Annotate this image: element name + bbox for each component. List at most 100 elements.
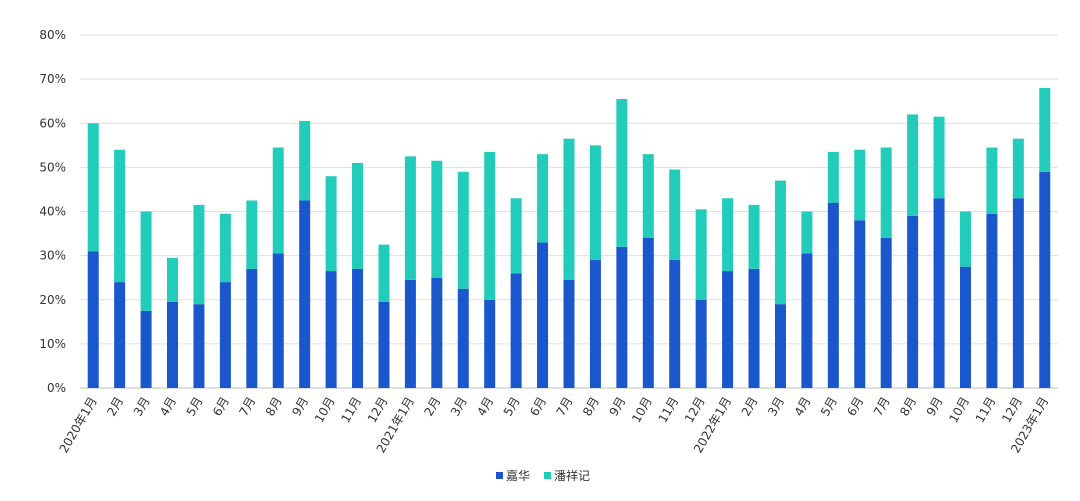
bar-series2 (563, 138, 575, 280)
bar-series1 (1039, 171, 1051, 388)
x-tick-label: 7月 (236, 395, 258, 419)
bar-series2 (457, 171, 469, 289)
bar-series2 (669, 169, 681, 261)
x-tick-label: 3月 (131, 395, 153, 419)
bar-series2 (537, 154, 549, 243)
bar-series1 (299, 200, 311, 388)
bar-series2 (325, 176, 337, 272)
bar-series2 (827, 151, 839, 203)
bar-series2 (378, 244, 390, 302)
bar-series1 (167, 301, 179, 388)
bar-series2 (933, 116, 945, 199)
x-tick-label: 6月 (844, 395, 866, 419)
bar-series2 (748, 204, 760, 269)
bar-series1 (616, 246, 628, 388)
bar-series2 (431, 160, 443, 278)
bar-series1 (642, 237, 654, 388)
x-tick-label: 6月 (527, 395, 549, 419)
bar-series2 (1012, 138, 1024, 199)
bar-series2 (140, 211, 152, 311)
bar-series1 (563, 279, 575, 388)
y-tick-label: 10% (39, 337, 66, 351)
legend: 嘉华 潘祥记 (496, 469, 590, 483)
x-tick-label: 12月 (365, 395, 391, 426)
x-tick-label: 5月 (818, 395, 840, 419)
bar-series1 (669, 260, 681, 388)
bar-series2 (616, 98, 628, 247)
bar-series2 (114, 149, 126, 283)
legend-swatch (496, 472, 503, 479)
x-tick-label: 11月 (338, 395, 364, 426)
x-tick-label: 9月 (607, 395, 629, 419)
bar-series2 (193, 204, 205, 305)
bar-series2 (272, 147, 284, 254)
bar-series2 (219, 213, 231, 283)
bar-series1 (510, 273, 522, 388)
bar-series2 (722, 198, 734, 272)
bar-series1 (854, 220, 866, 388)
x-tick-label: 9月 (924, 395, 946, 419)
bar-series2 (907, 114, 919, 216)
x-tick-label: 9月 (289, 395, 311, 419)
legend-swatch (544, 472, 551, 479)
x-tick-label: 4月 (792, 395, 814, 419)
x-tick-label: 4月 (474, 395, 496, 419)
bar-series1 (246, 268, 258, 388)
x-tick-label: 4月 (157, 395, 179, 419)
bar-series1 (404, 279, 416, 388)
x-tick-label: 2020年1月 (57, 395, 100, 456)
bar-series2 (352, 162, 364, 269)
bar-series2 (167, 257, 179, 302)
bar-series2 (246, 200, 258, 269)
x-tick-label: 8月 (897, 395, 919, 419)
x-tick-label: 11月 (973, 395, 999, 426)
bar-series1 (325, 271, 337, 388)
bar-series1 (272, 253, 284, 388)
bar-series2 (87, 123, 99, 252)
x-tick-label: 8月 (263, 395, 285, 419)
bar-series1 (933, 198, 945, 388)
y-tick-label: 40% (39, 205, 66, 219)
bar-series1 (219, 282, 231, 388)
x-tick-label: 2月 (104, 395, 126, 419)
y-tick-label: 80% (39, 28, 66, 42)
bar-series1 (87, 251, 99, 388)
bar-series2 (1039, 87, 1051, 172)
bar-series2 (695, 209, 707, 300)
x-tick-label: 7月 (871, 395, 893, 419)
bar-series2 (880, 147, 892, 238)
y-tick-label: 70% (39, 72, 66, 86)
bar-series2 (959, 211, 971, 267)
bar-series1 (484, 299, 496, 388)
x-tick-label: 2月 (739, 395, 761, 419)
legend-label: 嘉华 (506, 469, 530, 483)
bar-series2 (642, 154, 654, 238)
x-tick-label: 7月 (554, 395, 576, 419)
bar-series2 (854, 149, 866, 221)
bar-series1 (986, 213, 998, 388)
bars (87, 87, 1051, 388)
x-tick-label: 6月 (210, 395, 232, 419)
bar-series1 (827, 202, 839, 388)
x-tick-label: 8月 (580, 395, 602, 419)
bar-series2 (986, 147, 998, 214)
x-tick-label: 12月 (999, 394, 1025, 425)
x-tick-label: 12月 (682, 395, 708, 426)
x-tick-label: 5月 (501, 395, 523, 419)
bar-series2 (801, 211, 813, 254)
bar-series1 (589, 260, 601, 388)
bar-series2 (404, 156, 416, 280)
y-tick-label: 50% (39, 160, 66, 174)
bar-series1 (457, 288, 469, 388)
bar-series1 (880, 237, 892, 388)
x-tick-label: 2月 (421, 395, 443, 419)
legend-label: 潘祥记 (554, 469, 590, 483)
bar-series1 (801, 253, 813, 388)
x-tick-label: 10月 (312, 395, 338, 426)
bar-series1 (431, 277, 443, 388)
y-tick-label: 60% (39, 116, 66, 130)
bar-series1 (352, 268, 364, 388)
bar-series1 (695, 299, 707, 388)
y-tick-label: 30% (39, 249, 66, 263)
